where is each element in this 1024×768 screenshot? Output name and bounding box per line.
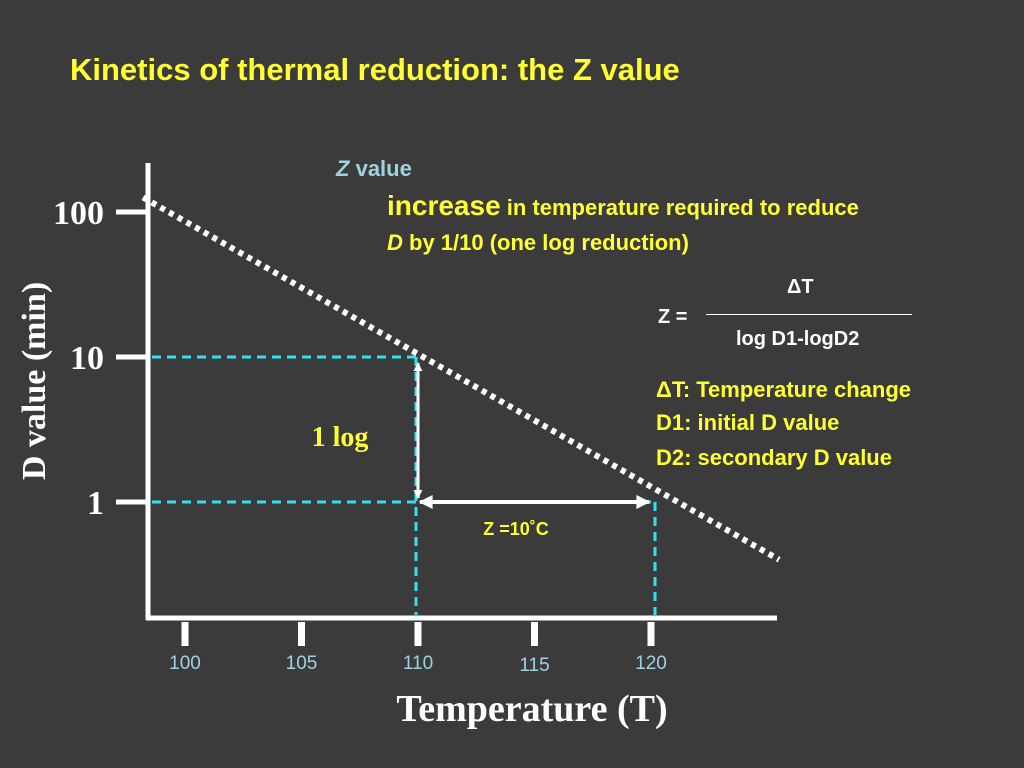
x-tick-label: 115 bbox=[519, 655, 549, 676]
definition-d: D bbox=[387, 230, 403, 255]
z-value-word: value bbox=[355, 156, 412, 181]
x-tick-label: 105 bbox=[286, 653, 318, 674]
definition-increase: increase bbox=[387, 190, 501, 221]
definition-line-2: D by 1/10 (one log reduction) bbox=[387, 230, 689, 256]
formula-denominator: log D1-logD2 bbox=[736, 328, 860, 350]
z-value-heading: Z value bbox=[336, 156, 412, 182]
legend-d2: D2: secondary D value bbox=[656, 445, 892, 470]
z-label: Z =10˚C bbox=[483, 519, 549, 539]
definition-rest-1: in temperature required to reduce bbox=[506, 195, 859, 220]
legend-delta-t: ΔT: Temperature change bbox=[656, 377, 912, 402]
series-line bbox=[141, 194, 781, 563]
legend-d1: D1: initial D value bbox=[656, 410, 840, 435]
y-tick-label: 1 bbox=[87, 485, 104, 522]
y-tick-label: 100 bbox=[53, 195, 104, 232]
y-tick-label: 10 bbox=[70, 340, 104, 377]
x-axis-title: Temperature (T) bbox=[396, 688, 667, 730]
definition-line-1: increase in temperature required to redu… bbox=[387, 190, 859, 222]
formula-lhs: Z = bbox=[658, 306, 688, 328]
x-tick-label: 110 bbox=[403, 653, 433, 674]
one-log-label: 1 log bbox=[312, 422, 369, 453]
page-title: Kinetics of thermal reduction: the Z val… bbox=[70, 52, 680, 87]
x-tick-label: 120 bbox=[635, 653, 667, 674]
y-axis-title: D value (min) bbox=[16, 282, 53, 480]
x-tick-label: 100 bbox=[169, 653, 201, 674]
z-italic: Z bbox=[336, 156, 350, 181]
formula-fraction-bar bbox=[706, 314, 912, 315]
definition-rest-2: by 1/10 (one log reduction) bbox=[409, 230, 689, 255]
formula-numerator: ΔT bbox=[787, 276, 814, 298]
